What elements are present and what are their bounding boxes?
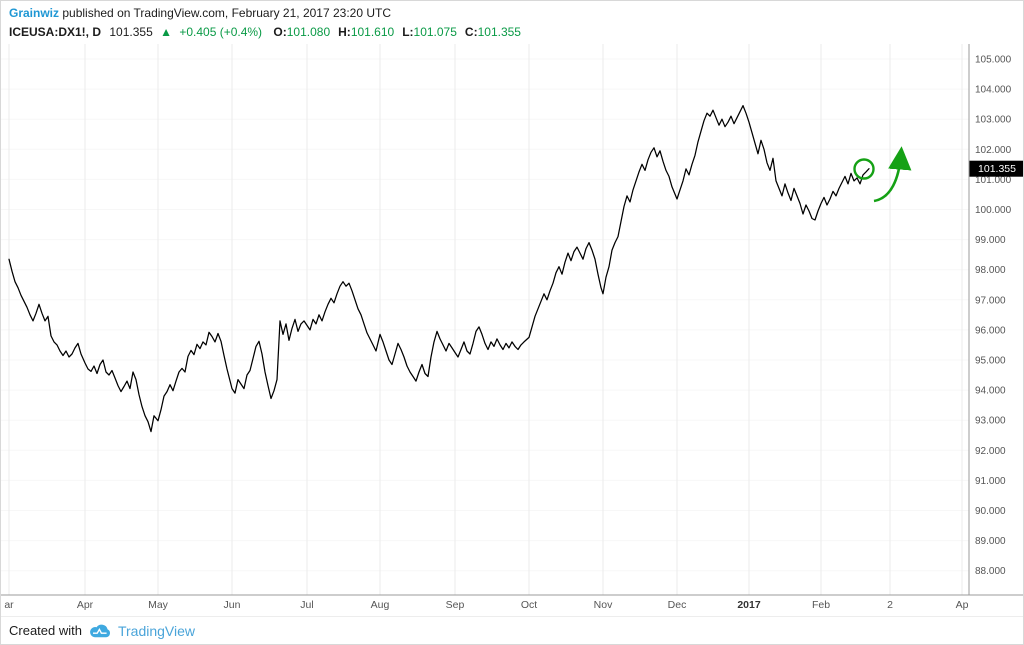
svg-text:101.000: 101.000 bbox=[975, 175, 1012, 186]
up-triangle-icon: ▲ bbox=[160, 25, 172, 40]
svg-text:94.000: 94.000 bbox=[975, 386, 1006, 397]
svg-text:2017: 2017 bbox=[737, 599, 761, 611]
svg-text:Apr: Apr bbox=[77, 599, 94, 611]
price-line-series bbox=[8, 104, 870, 433]
svg-text:Nov: Nov bbox=[594, 599, 613, 611]
ohlc-values: O:101.080 H:101.610 L:101.075 C:101.355 bbox=[265, 25, 521, 39]
last-price-axis-label-text: 101.355 bbox=[978, 163, 1016, 175]
svg-text:95.000: 95.000 bbox=[975, 356, 1006, 367]
svg-text:Jun: Jun bbox=[224, 599, 241, 611]
horizontal-gridlines bbox=[1, 58, 969, 572]
ohlc-item: L:101.075 bbox=[402, 25, 457, 40]
svg-text:2: 2 bbox=[887, 599, 893, 611]
svg-text:Ap: Ap bbox=[956, 599, 969, 611]
highlight-circle-annotation[interactable] bbox=[853, 158, 875, 180]
svg-text:88.000: 88.000 bbox=[975, 566, 1006, 577]
svg-text:89.000: 89.000 bbox=[975, 536, 1006, 547]
svg-text:90.000: 90.000 bbox=[975, 506, 1006, 517]
svg-text:99.000: 99.000 bbox=[975, 235, 1006, 246]
svg-text:105.000: 105.000 bbox=[975, 55, 1012, 66]
tradingview-cloud-logo-icon[interactable] bbox=[89, 624, 111, 638]
author-link[interactable]: Grainwiz bbox=[9, 6, 60, 20]
ohlc-item: H:101.610 bbox=[338, 25, 395, 40]
svg-text:May: May bbox=[148, 599, 169, 611]
svg-text:104.000: 104.000 bbox=[975, 85, 1012, 96]
published-text: published on TradingView.com, February 2… bbox=[62, 6, 391, 20]
svg-text:Oct: Oct bbox=[521, 599, 537, 611]
svg-text:92.000: 92.000 bbox=[975, 446, 1006, 457]
vertical-gridlines bbox=[8, 44, 963, 595]
created-with-text: Created with bbox=[9, 623, 82, 638]
symbol-legend: ICEUSA:DX1!, D 101.355 ▲ +0.405 (+0.4%) … bbox=[9, 24, 521, 40]
chart-header: Grainwiz published on TradingView.com, F… bbox=[9, 5, 521, 40]
svg-text:91.000: 91.000 bbox=[975, 476, 1006, 487]
svg-text:ar: ar bbox=[4, 599, 14, 611]
up-arrow-annotation[interactable] bbox=[873, 146, 912, 203]
svg-text:103.000: 103.000 bbox=[975, 115, 1012, 126]
svg-text:Dec: Dec bbox=[668, 599, 687, 611]
tradingview-brand-link[interactable]: TradingView bbox=[117, 622, 196, 639]
price-chart[interactable]: 105.000 104.000 103.000 102.000 101.000 100.0… bbox=[1, 1, 1024, 618]
price-axis-labels: 105.000 104.000 103.000 102.000 101.000 100.0… bbox=[975, 55, 1012, 578]
last-price-axis-label bbox=[969, 160, 1023, 177]
svg-text:97.000: 97.000 bbox=[975, 295, 1006, 306]
svg-text:Aug: Aug bbox=[371, 599, 390, 611]
svg-text:96.000: 96.000 bbox=[975, 325, 1006, 336]
publish-line: Grainwiz published on TradingView.com, F… bbox=[9, 5, 521, 21]
svg-text:93.000: 93.000 bbox=[975, 416, 1006, 427]
svg-text:98.000: 98.000 bbox=[975, 265, 1006, 276]
last-price: 101.355 bbox=[109, 25, 153, 40]
ohlc-item: O:101.080 bbox=[273, 25, 331, 40]
ohlc-item: C:101.355 bbox=[464, 25, 521, 40]
svg-text:100.000: 100.000 bbox=[975, 205, 1012, 216]
svg-text:Jul: Jul bbox=[300, 599, 313, 611]
svg-text:Feb: Feb bbox=[812, 599, 830, 611]
footer-bar: Created with TradingView bbox=[1, 616, 1023, 644]
price-change: +0.405 (+0.4%) bbox=[179, 25, 263, 40]
time-axis-labels: ar Apr May Jun Jul Aug Sep Oct Nov Dec 2017 Feb 2 Ap bbox=[4, 599, 968, 611]
svg-text:Sep: Sep bbox=[446, 599, 465, 611]
symbol-name[interactable]: ICEUSA:DX1!, D bbox=[9, 25, 102, 40]
svg-text:102.000: 102.000 bbox=[975, 145, 1012, 156]
